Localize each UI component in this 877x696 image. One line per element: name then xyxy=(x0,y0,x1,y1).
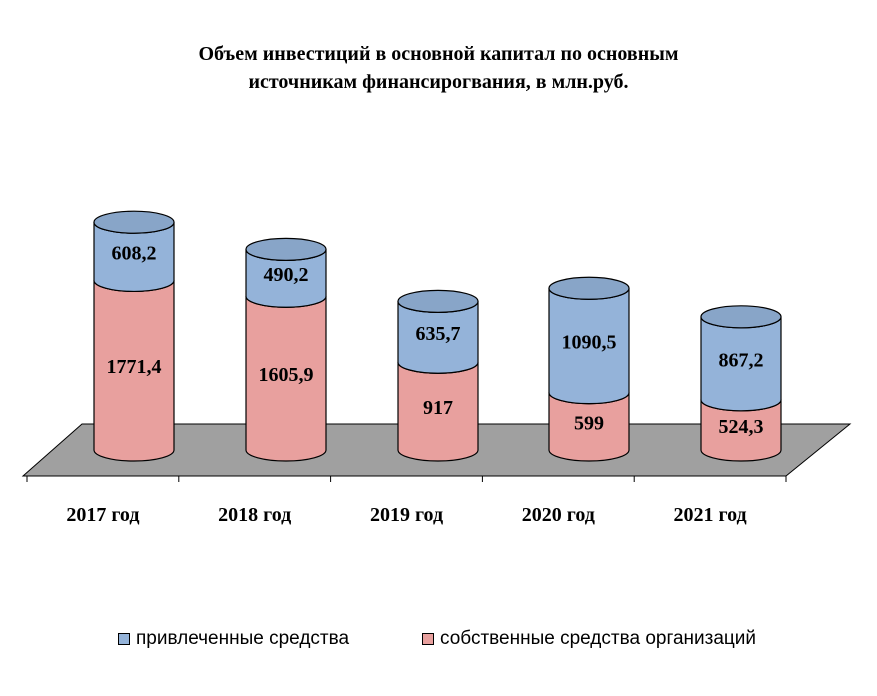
data-label-attracted: 1090,5 xyxy=(562,331,617,353)
chart-title-line-1: Объем инвестиций в основной капитал по о… xyxy=(198,43,679,65)
bar-top-cap xyxy=(397,289,479,313)
data-label-own: 917 xyxy=(423,397,453,419)
legend-item-own: собственные средства организаций xyxy=(422,628,756,650)
bar-top-cap xyxy=(700,305,782,329)
x-tick-label: 2018 год xyxy=(218,504,291,526)
data-label-own: 1771,4 xyxy=(107,356,162,378)
x-tick-label: 2017 год xyxy=(66,504,139,526)
chart-title-line-2: источникам финансирогвания, в млн.руб. xyxy=(248,71,629,93)
chart-title: Объем инвестиций в основной капитал по о… xyxy=(0,40,877,96)
data-label-attracted: 608,2 xyxy=(112,242,157,264)
legend-item-attracted: привлеченные средства xyxy=(118,628,349,650)
data-label-own: 599 xyxy=(574,412,604,434)
legend-swatch-own xyxy=(422,633,434,645)
chart-legend: привлеченные средства собственные средст… xyxy=(0,628,877,654)
data-label-own: 1605,9 xyxy=(259,364,314,386)
data-label-attracted: 490,2 xyxy=(264,264,309,286)
legend-swatch-attracted xyxy=(118,633,130,645)
bar-top-cap xyxy=(93,210,175,234)
data-label-attracted: 867,2 xyxy=(719,349,764,371)
data-label-own: 524,3 xyxy=(719,416,764,438)
legend-label-attracted: привлеченные средства xyxy=(136,628,350,649)
bar-top-cap xyxy=(245,237,327,261)
x-tick-label: 2020 год xyxy=(522,504,595,526)
bar-top-cap xyxy=(548,276,630,300)
x-tick-label: 2019 год xyxy=(370,504,443,526)
x-tick-label: 2021 год xyxy=(674,504,747,526)
data-label-attracted: 635,7 xyxy=(416,323,461,345)
legend-label-own: собственные средства организаций xyxy=(440,628,757,649)
